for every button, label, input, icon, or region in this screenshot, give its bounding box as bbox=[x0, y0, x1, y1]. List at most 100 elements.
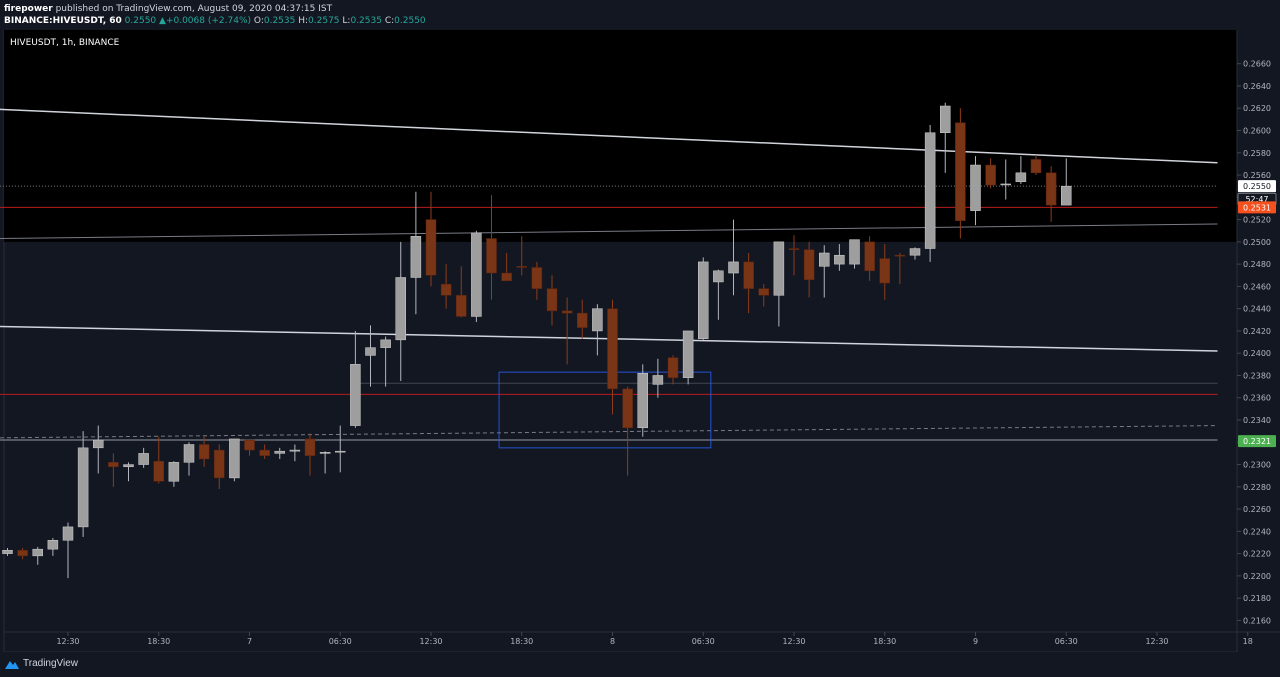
candle[interactable] bbox=[940, 102, 951, 173]
candle[interactable] bbox=[123, 462, 134, 482]
candle[interactable] bbox=[546, 275, 558, 326]
candle[interactable] bbox=[229, 438, 240, 482]
candle-body bbox=[304, 438, 316, 456]
candle[interactable] bbox=[440, 264, 452, 309]
candle[interactable] bbox=[803, 241, 815, 298]
candle[interactable] bbox=[47, 538, 59, 556]
candle-body bbox=[743, 261, 754, 289]
time-tick-label: 18:30 bbox=[147, 637, 170, 646]
candle[interactable] bbox=[652, 358, 664, 398]
candle[interactable] bbox=[819, 245, 830, 298]
candle[interactable] bbox=[577, 299, 588, 339]
open-label: O: bbox=[253, 16, 264, 26]
candle[interactable] bbox=[592, 304, 603, 356]
mid-channel-line[interactable] bbox=[0, 223, 1218, 240]
candle[interactable] bbox=[32, 546, 43, 565]
symbol-line: BINANCE:HIVEUSDT, 60 bbox=[4, 16, 122, 26]
candle[interactable] bbox=[894, 252, 906, 285]
candle[interactable] bbox=[471, 230, 482, 323]
candle[interactable] bbox=[395, 241, 406, 382]
candle[interactable] bbox=[713, 269, 724, 320]
candles[interactable] bbox=[2, 102, 1072, 579]
candle[interactable] bbox=[304, 433, 316, 476]
candle[interactable] bbox=[682, 330, 694, 385]
candle[interactable] bbox=[319, 451, 331, 474]
candle[interactable] bbox=[2, 548, 13, 556]
candle[interactable] bbox=[879, 244, 890, 300]
candle-body bbox=[93, 439, 104, 449]
candle[interactable] bbox=[637, 364, 648, 437]
candle[interactable] bbox=[1045, 166, 1057, 222]
tradingview-logo-icon[interactable] bbox=[4, 658, 20, 670]
candle[interactable] bbox=[607, 299, 618, 415]
candle[interactable] bbox=[924, 124, 936, 262]
candle[interactable] bbox=[380, 336, 391, 387]
candle[interactable] bbox=[365, 325, 376, 387]
candle[interactable] bbox=[153, 436, 164, 484]
candle[interactable] bbox=[667, 355, 679, 385]
price-marker-label: 0.2550 bbox=[1243, 182, 1271, 191]
candle[interactable] bbox=[743, 252, 754, 314]
author-name[interactable]: firepower bbox=[4, 4, 53, 14]
candle[interactable] bbox=[970, 156, 981, 226]
candle[interactable] bbox=[758, 284, 769, 307]
candle[interactable] bbox=[501, 252, 512, 282]
candle[interactable] bbox=[183, 442, 195, 476]
candle[interactable] bbox=[773, 241, 785, 327]
price-tick-label: 0.2240 bbox=[1243, 527, 1271, 536]
upper-channel-line[interactable] bbox=[0, 108, 1218, 164]
candle[interactable] bbox=[849, 239, 860, 269]
candle-body bbox=[501, 272, 512, 282]
price-tick-label: 0.2420 bbox=[1243, 327, 1271, 336]
candle[interactable] bbox=[138, 447, 149, 468]
candle[interactable] bbox=[274, 447, 285, 459]
zone-rectangle[interactable] bbox=[498, 371, 712, 449]
candle[interactable] bbox=[198, 436, 210, 467]
candle[interactable] bbox=[864, 236, 875, 281]
time-tick-label: 18:30 bbox=[510, 637, 533, 646]
candle[interactable] bbox=[244, 438, 255, 456]
candle[interactable] bbox=[834, 244, 845, 271]
candle[interactable] bbox=[1000, 159, 1011, 200]
candle[interactable] bbox=[516, 236, 527, 276]
candle[interactable] bbox=[985, 158, 996, 189]
candle[interactable] bbox=[335, 425, 346, 473]
candle[interactable] bbox=[788, 235, 800, 276]
candle[interactable] bbox=[486, 195, 497, 300]
candle[interactable] bbox=[456, 266, 467, 318]
candle[interactable] bbox=[909, 247, 921, 260]
candle[interactable] bbox=[1015, 156, 1027, 184]
candle[interactable] bbox=[259, 444, 270, 459]
candle[interactable] bbox=[425, 191, 437, 287]
candle[interactable] bbox=[289, 444, 301, 462]
candle[interactable] bbox=[77, 431, 89, 537]
candle[interactable] bbox=[622, 386, 633, 476]
candle[interactable] bbox=[955, 108, 966, 239]
candle[interactable] bbox=[93, 425, 104, 474]
time-tick-label: 18:30 bbox=[873, 637, 896, 646]
tradingview-brand[interactable]: TradingView bbox=[23, 658, 79, 669]
candle[interactable] bbox=[561, 297, 573, 365]
candle[interactable] bbox=[108, 453, 119, 487]
candle[interactable] bbox=[531, 261, 543, 300]
candle[interactable] bbox=[728, 219, 739, 296]
candle[interactable] bbox=[168, 461, 180, 487]
candle[interactable] bbox=[214, 444, 225, 490]
drawings[interactable] bbox=[0, 108, 1218, 449]
price-marker-bg bbox=[1238, 180, 1276, 193]
time-tick-label: 7 bbox=[247, 637, 252, 646]
candlestick-chart[interactable]: 0.2160 0.2180 0.2200 0.2220 0.2240 0.2260 0.22… bbox=[0, 30, 1280, 652]
price-tick-label: 0.2180 bbox=[1243, 594, 1271, 603]
price-axis[interactable] bbox=[1237, 30, 1280, 632]
candle[interactable] bbox=[1061, 158, 1072, 206]
candle[interactable] bbox=[350, 330, 361, 428]
candle-body bbox=[198, 444, 210, 460]
candle-body bbox=[274, 450, 285, 454]
candle-body bbox=[728, 261, 739, 274]
candle[interactable] bbox=[698, 257, 709, 340]
candle[interactable] bbox=[62, 522, 74, 579]
candle[interactable] bbox=[17, 548, 28, 560]
price-marker-orange: 0.2531 bbox=[1238, 201, 1276, 214]
candle[interactable] bbox=[1030, 155, 1042, 176]
candle[interactable] bbox=[410, 191, 422, 315]
